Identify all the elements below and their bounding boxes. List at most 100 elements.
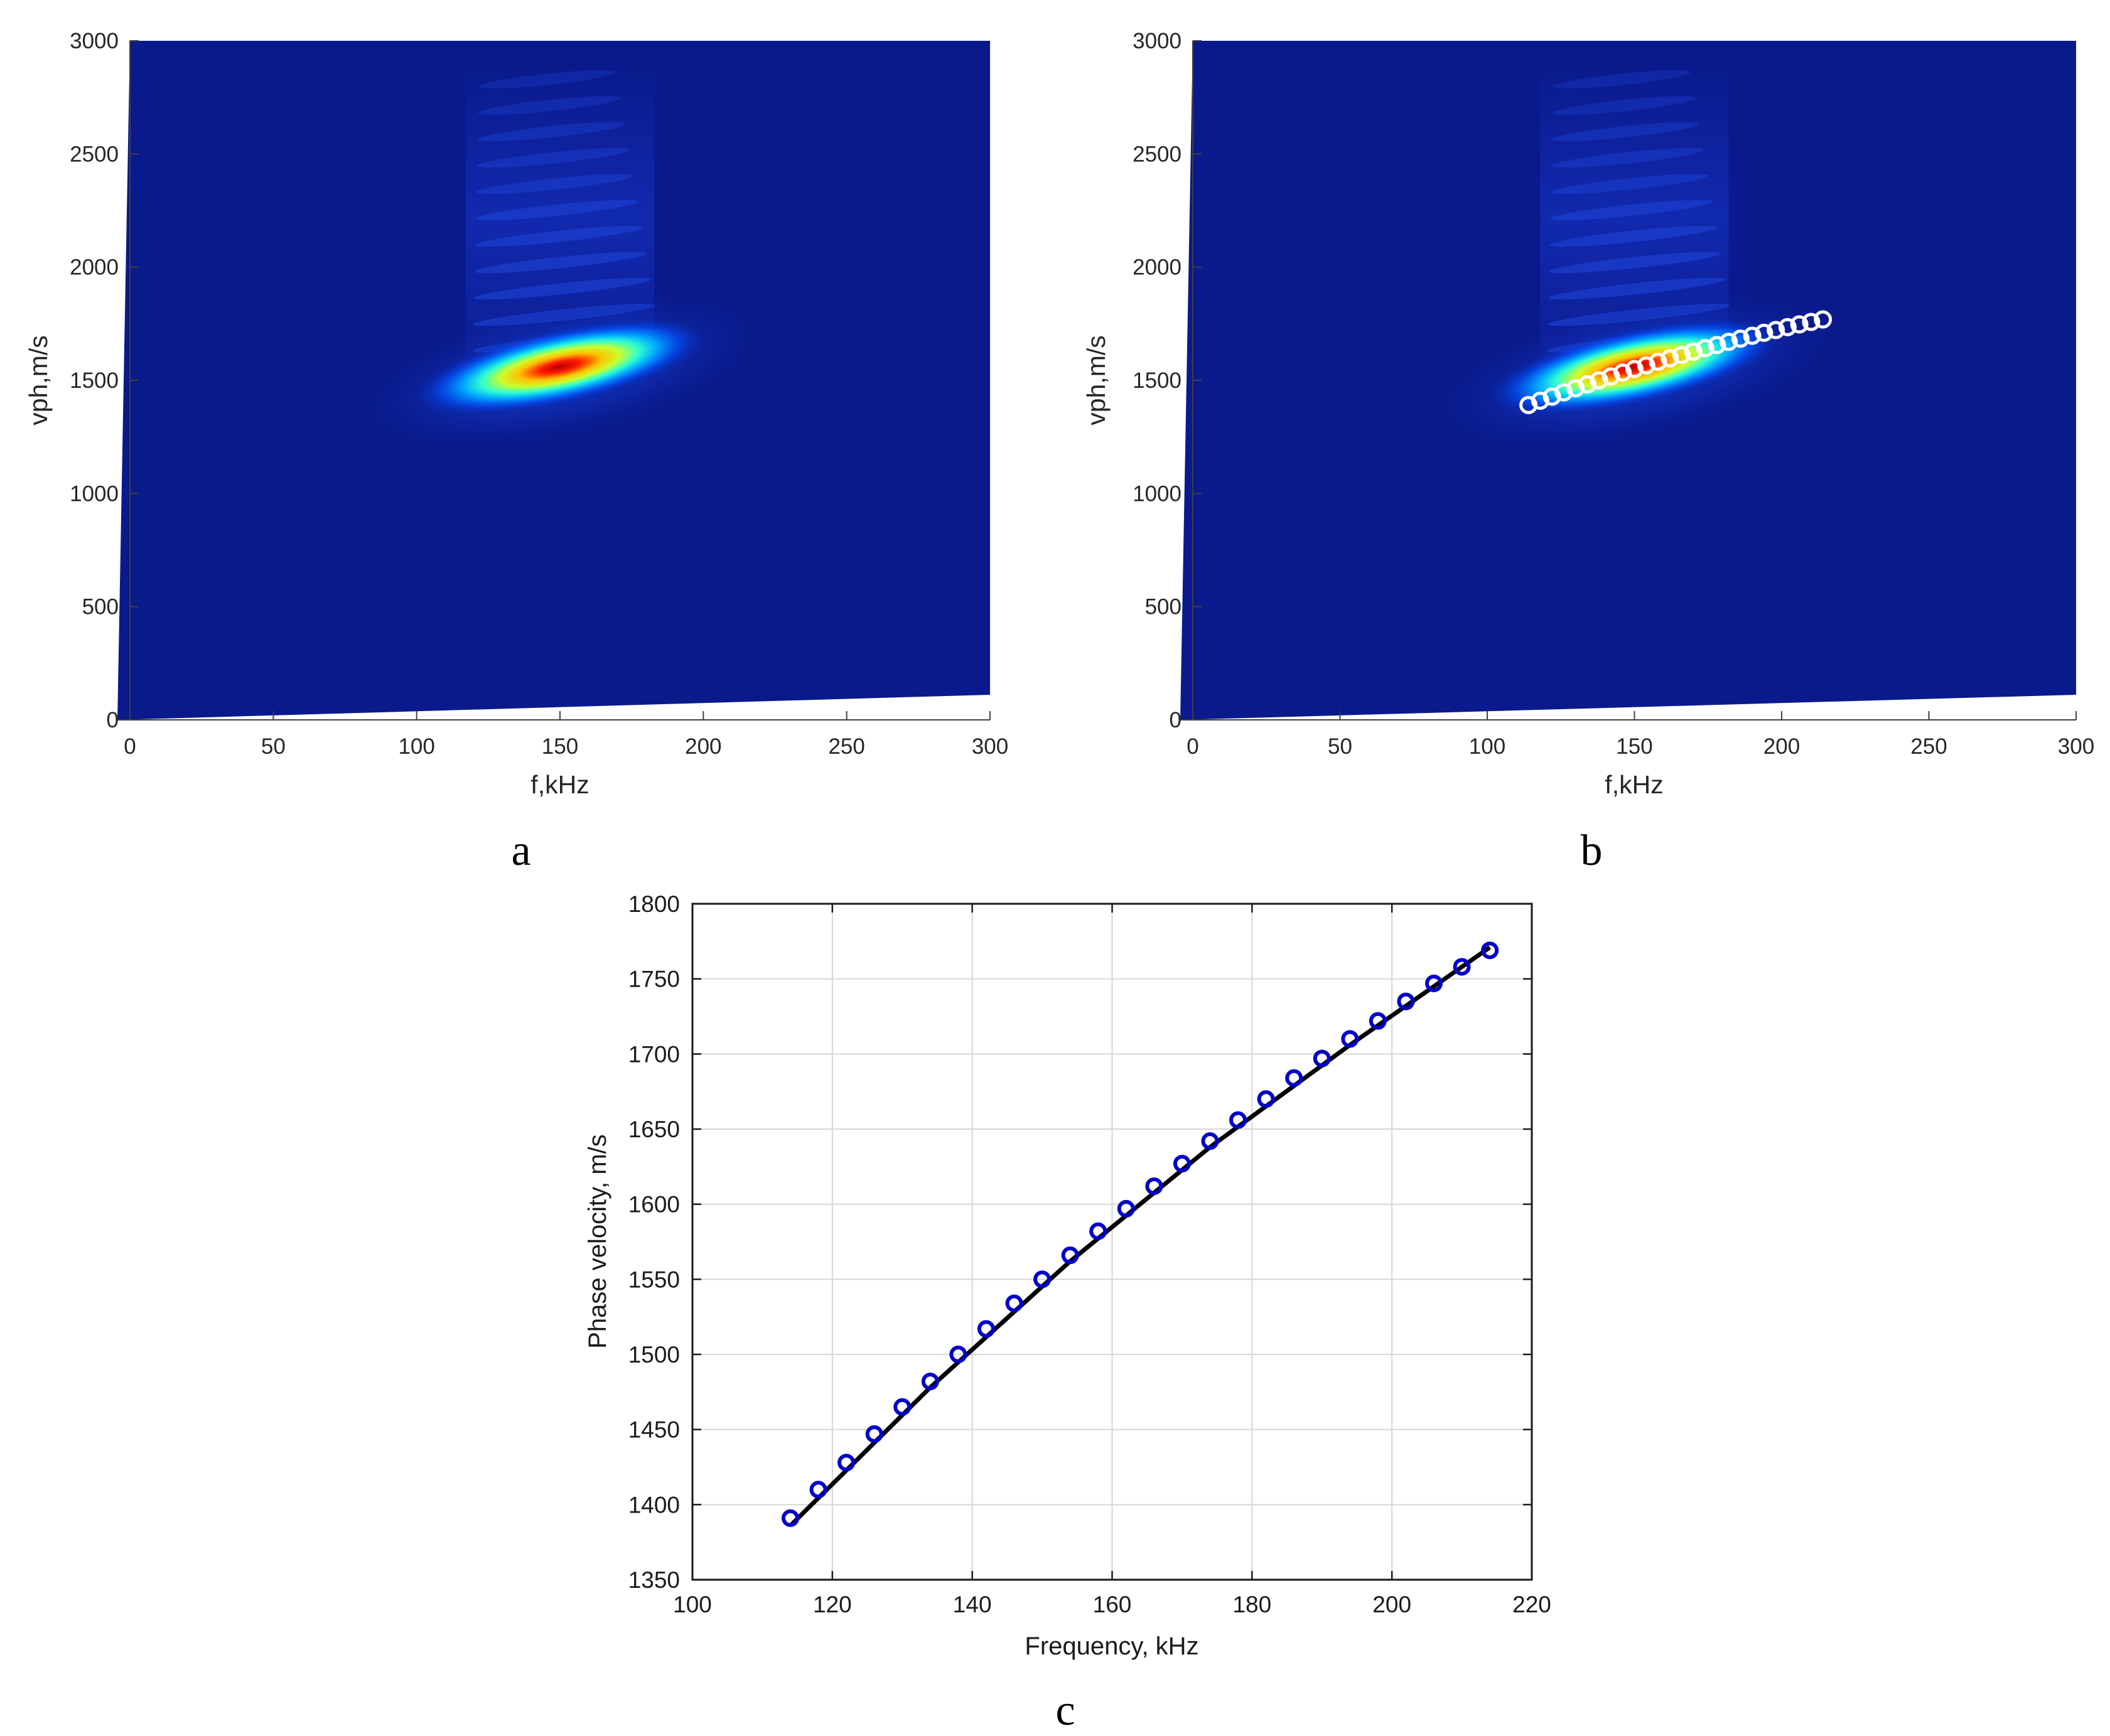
1-marker [1778,318,1797,336]
1-x-tick-label: 0 [1187,734,1198,759]
0-ripple [478,96,621,115]
1-marker [1802,313,1821,331]
0-x-tick-label: 250 [828,734,864,759]
1-ripple [1551,147,1704,168]
2-data-point [1257,1090,1275,1108]
1-marker [1814,310,1833,329]
1-x-axis-label: f,kHz [1605,770,1663,799]
1-ripple [1552,122,1699,142]
2-data-point [1229,1111,1247,1129]
0-x-tick-label: 300 [972,734,1008,759]
0-ripple [476,174,634,195]
1-marker [1649,352,1667,371]
1-ripple [1553,96,1695,115]
1-x-tick-label: 150 [1616,734,1652,759]
2-y-axis-label: Phase velocity, m/s [584,1134,611,1349]
0-x-tick-label: 0 [124,734,136,759]
0-peak-blob [409,317,711,417]
1-marker [1625,360,1644,378]
1-marker [1708,336,1726,355]
1-marker [1684,342,1703,361]
panel-b-heatmap: 0 50 100 150 200 250 3000500100015002000250030… [1082,29,2094,875]
1-x-tick-label: 50 [1328,734,1352,759]
2-y-tick-label: 1700 [628,1041,680,1067]
2-data-point [1369,1012,1387,1030]
2-data-point [1201,1132,1219,1150]
1-marker [1720,333,1738,351]
0-x-tick-label: 100 [398,734,434,759]
2-data-point [1117,1199,1135,1218]
2-data-point [1089,1222,1107,1240]
2-x-tick-label: 160 [1093,1592,1132,1617]
1-y-tick-label: 0 [1170,708,1181,732]
1-marker [1672,346,1691,365]
2-y-tick-label: 1550 [628,1267,680,1292]
1-marker [1566,379,1585,398]
1-marker [1637,356,1655,375]
2-data-point [1453,958,1471,976]
2-x-tick-label: 120 [813,1592,852,1617]
1-x-tick-label: 100 [1469,734,1505,759]
1-y-tick-label: 2000 [1133,255,1181,280]
2-data-point [921,1373,939,1391]
1-x-tick-label: 200 [1763,734,1800,759]
0-y-tick-label: 2500 [70,142,119,166]
2-y-tick-label: 1800 [628,891,680,917]
2-data-point [1173,1155,1191,1173]
panel-c-scatter: 100 120 140 160 180 200 220 1350 1400 1450 1500 155… [584,891,1551,1735]
0-x-tick-label: 200 [685,734,721,759]
2-x-tick-label: 180 [1232,1592,1271,1617]
0-ripple [475,225,643,247]
2-x-axis-label: Frequency, kHz [1025,1632,1198,1660]
2-data-point [865,1425,883,1443]
2-data-point [1005,1294,1023,1312]
1-y-tick-label: 2500 [1133,142,1181,166]
2-data-point [1481,941,1499,960]
0-y-tick-label: 1500 [70,368,119,393]
2-data-point [1425,974,1443,992]
2-y-tick-label: 1750 [628,967,680,992]
1-marker [1743,326,1762,345]
2-y-tick-label: 1500 [628,1342,680,1368]
1-ripple [1548,277,1726,300]
2-y-tick-label: 1450 [628,1417,680,1443]
2-data-point [1313,1049,1331,1068]
0-ripple [475,200,638,221]
panel-a-heatmap: 0 50 100 150 200 250 3000500100015002000250030… [24,29,1008,875]
1-y-tick-label: 1000 [1133,481,1181,506]
1-x-tick-label: 300 [2058,734,2094,759]
1-y-axis-label: vph,m/s [1082,335,1111,426]
0-y-tick-label: 2000 [70,255,119,280]
1-ripple [1553,70,1691,89]
0-x-axis-label: f,kHz [530,770,589,799]
2-x-tick-label: 200 [1372,1592,1411,1617]
0-ripple [473,277,652,300]
1-marker [1731,330,1750,348]
0-ripple [474,252,647,274]
0-ripple [477,122,625,142]
0-ripple [476,147,630,168]
1-marker [1790,315,1809,334]
2-x-tick-label: 140 [953,1592,992,1617]
0-panel-letter: a [511,827,530,875]
1-marker [1613,363,1632,382]
2-data-point [1033,1270,1052,1289]
1-x-tick-label: 250 [1910,734,1947,759]
1-marker [1601,367,1620,386]
0-y-tick-label: 1000 [70,481,119,506]
2-data-point [1061,1246,1079,1265]
0-y-axis-label: vph,m/s [24,335,53,426]
1-marker [1696,339,1714,358]
1-y-tick-label: 1500 [1133,368,1181,393]
1-marker [1661,349,1679,368]
1-marker [1578,375,1596,394]
1-marker [1554,383,1573,402]
2-data-point [1145,1177,1163,1195]
2-data-point [977,1320,995,1338]
2-data-point [809,1481,827,1499]
1-ripple [1549,225,1717,247]
2-y-tick-label: 1350 [628,1567,680,1593]
2-data-point [781,1509,799,1527]
1-marker [1531,391,1549,410]
